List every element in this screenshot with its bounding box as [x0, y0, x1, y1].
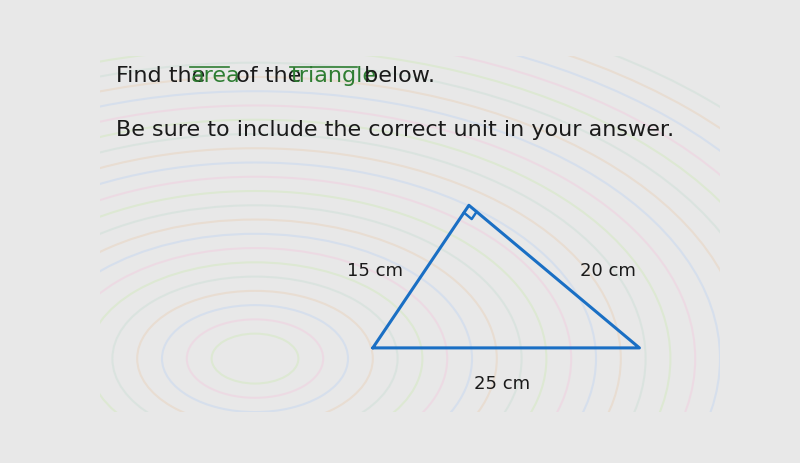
Text: of the: of the [229, 66, 308, 86]
Text: Find the: Find the [115, 66, 212, 86]
Text: 15 cm: 15 cm [346, 262, 402, 280]
Text: area: area [190, 66, 240, 86]
Text: below.: below. [357, 66, 435, 86]
Text: triangle: triangle [290, 66, 376, 86]
Text: 20 cm: 20 cm [581, 262, 636, 280]
Text: 25 cm: 25 cm [474, 375, 530, 393]
Text: Be sure to include the correct unit in your answer.: Be sure to include the correct unit in y… [115, 120, 674, 140]
